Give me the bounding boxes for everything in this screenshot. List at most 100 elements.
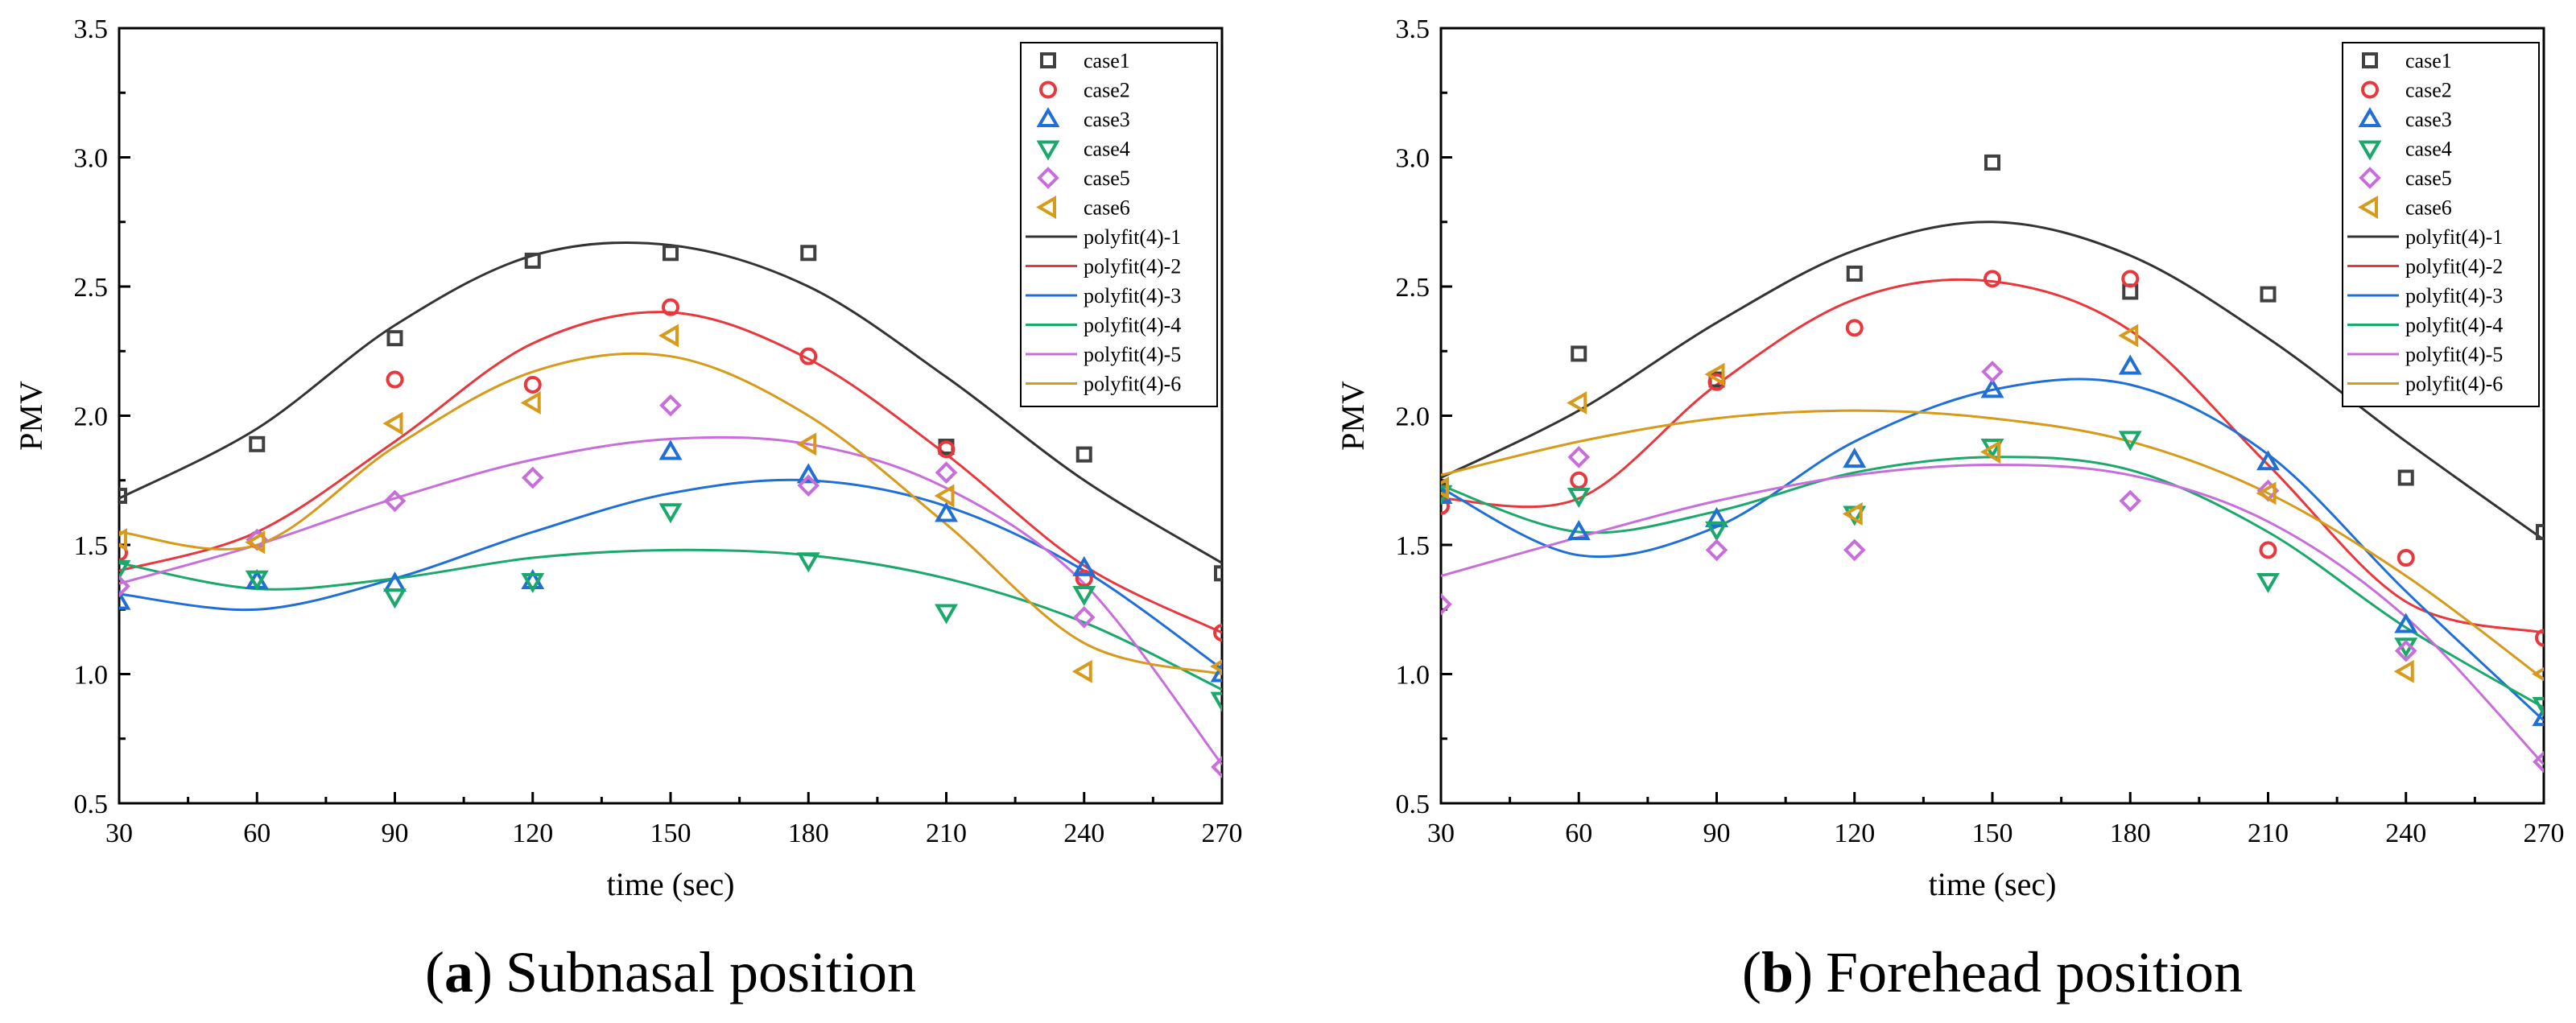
legend-label-case4: case4 <box>1084 138 1130 161</box>
legend-label-case6: case6 <box>2405 196 2452 220</box>
data-point-case5 <box>1570 448 1587 466</box>
legend-label-fit-1: polyfit(4)-1 <box>1084 225 1181 249</box>
y-tick-label: 0.5 <box>1396 790 1430 819</box>
x-tick-label: 240 <box>1063 819 1104 848</box>
data-point-case4 <box>938 605 956 621</box>
x-tick-label: 120 <box>512 819 553 848</box>
y-axis-title: PMV <box>1335 381 1371 451</box>
legend-label-fit-6: polyfit(4)-6 <box>2405 373 2503 396</box>
y-tick-label: 3.0 <box>74 144 109 174</box>
data-point-case6 <box>2121 327 2136 344</box>
x-tick-label: 60 <box>1565 819 1592 848</box>
data-point-case2 <box>1985 271 2000 286</box>
legend-label-case5: case5 <box>2405 167 2452 190</box>
x-tick-label: 120 <box>1834 819 1875 848</box>
data-point-case1 <box>664 246 677 259</box>
data-point-case6 <box>2397 662 2413 680</box>
caption-close-paren: ) <box>1794 940 1813 1004</box>
legend-label-fit-3: polyfit(4)-3 <box>1084 284 1181 307</box>
x-tick-label: 240 <box>2385 819 2426 848</box>
x-tick-label: 180 <box>788 819 829 848</box>
data-point-case6 <box>524 394 539 411</box>
data-point-case4 <box>662 505 679 520</box>
fit-line-3 <box>119 480 1222 669</box>
data-point-case4 <box>386 590 404 605</box>
data-point-case2 <box>2399 551 2413 565</box>
data-point-case1 <box>250 438 263 451</box>
caption-text: Subnasal position <box>506 940 916 1004</box>
legend-label-fit-1: polyfit(4)-1 <box>2405 225 2503 249</box>
legend-label-fit-4: polyfit(4)-4 <box>2405 314 2503 337</box>
x-tick-label: 90 <box>382 819 409 848</box>
figure-caption: (a) Subnasal position <box>425 940 916 1004</box>
caption-open-paren: ( <box>425 940 444 1004</box>
data-point-case1 <box>1572 347 1585 360</box>
caption-open-paren: ( <box>1742 940 1761 1004</box>
y-tick-label: 3.0 <box>1396 144 1430 174</box>
chart-subnasal: 30 60 90 120 150 180 210 240 270 0.5 1.0 1.5 2.0 2.5 3… <box>0 0 1288 1023</box>
legend-label-case3: case3 <box>1084 108 1130 131</box>
y-tick-label: 2.0 <box>1396 402 1430 432</box>
fit-line-4 <box>119 550 1222 690</box>
legend-label-case2: case2 <box>1084 79 1130 102</box>
data-point-case1 <box>1078 448 1091 461</box>
data-point-case6 <box>386 415 402 432</box>
x-axis-title: time (sec) <box>607 866 735 902</box>
x-tick-label: 210 <box>2248 819 2289 848</box>
x-tick-label: 210 <box>926 819 967 848</box>
legend-label-fit-2: polyfit(4)-2 <box>2405 255 2503 278</box>
fit-line-5 <box>1441 465 2544 765</box>
data-point-case1 <box>1986 156 1999 169</box>
y-axis-title: PMV <box>13 381 49 451</box>
chart-panel-a: 30 60 90 120 150 180 210 240 270 0.5 1.0 1.5 2.0 2.5 3… <box>0 0 1288 1023</box>
legend-label-case6: case6 <box>1084 196 1130 220</box>
legend-label-case5: case5 <box>1084 167 1130 190</box>
legend-label-case1: case1 <box>1084 49 1130 72</box>
data-point-case6 <box>938 487 953 505</box>
data-point-case2 <box>1847 320 1862 335</box>
data-point-case6 <box>662 327 677 344</box>
y-tick-label: 1.5 <box>74 531 109 561</box>
data-point-case1 <box>2400 472 2413 485</box>
legend-label-fit-6: polyfit(4)-6 <box>1084 373 1181 396</box>
chart-panel-b: 30 60 90 120 150 180 210 240 270 0.5 1.0 1.5 2.0 2.5 3… <box>1288 0 2576 1023</box>
data-point-case4 <box>1570 489 1587 505</box>
y-tick-label: 2.5 <box>1396 273 1430 303</box>
chart-forehead: 30 60 90 120 150 180 210 240 2700.51.01.52.02.53… <box>1288 0 2576 1023</box>
data-point-case5 <box>524 469 542 487</box>
y-tick-label: 3.5 <box>1396 14 1430 44</box>
data-point-case4 <box>1075 588 1093 603</box>
data-point-case2 <box>1571 473 1586 488</box>
data-point-case1 <box>2262 288 2275 301</box>
data-point-case3 <box>1846 451 1864 466</box>
legend-label-case4: case4 <box>2405 138 2452 161</box>
y-tick-label: 2.0 <box>74 402 109 432</box>
x-tick-label: 270 <box>1202 819 1243 848</box>
y-tick-label: 1.5 <box>1396 531 1430 561</box>
caption-letter: a <box>444 940 473 1004</box>
caption-close-paren: ) <box>473 940 493 1004</box>
y-tick-label: 2.5 <box>74 273 109 303</box>
data-point-case3 <box>662 443 679 458</box>
x-tick-label: 90 <box>1703 819 1731 848</box>
y-tick-label: 0.5 <box>74 790 109 819</box>
y-tick-label: 1.0 <box>1396 661 1430 691</box>
data-point-case5 <box>1846 541 1864 559</box>
data-point-case5 <box>2121 492 2139 509</box>
data-point-case4 <box>2121 432 2139 448</box>
data-point-case5 <box>662 397 679 415</box>
x-tick-label: 30 <box>105 819 133 848</box>
legend-label-case3: case3 <box>2405 108 2452 131</box>
data-point-case2 <box>526 377 540 392</box>
figure-caption: (b) Forehead position <box>1742 940 2243 1004</box>
data-point-case2 <box>2261 542 2276 557</box>
data-point-case5 <box>1708 541 1726 559</box>
x-axis-title: time (sec) <box>1929 866 2057 902</box>
x-tick-label: 180 <box>2110 819 2151 848</box>
y-tick-label: 3.5 <box>74 14 109 44</box>
data-point-case1 <box>1848 267 1861 280</box>
fit-line-5 <box>119 437 1222 765</box>
fit-line-3 <box>1441 379 2544 720</box>
legend-label-fit-5: polyfit(4)-5 <box>1084 343 1181 366</box>
x-tick-label: 150 <box>1972 819 2013 848</box>
